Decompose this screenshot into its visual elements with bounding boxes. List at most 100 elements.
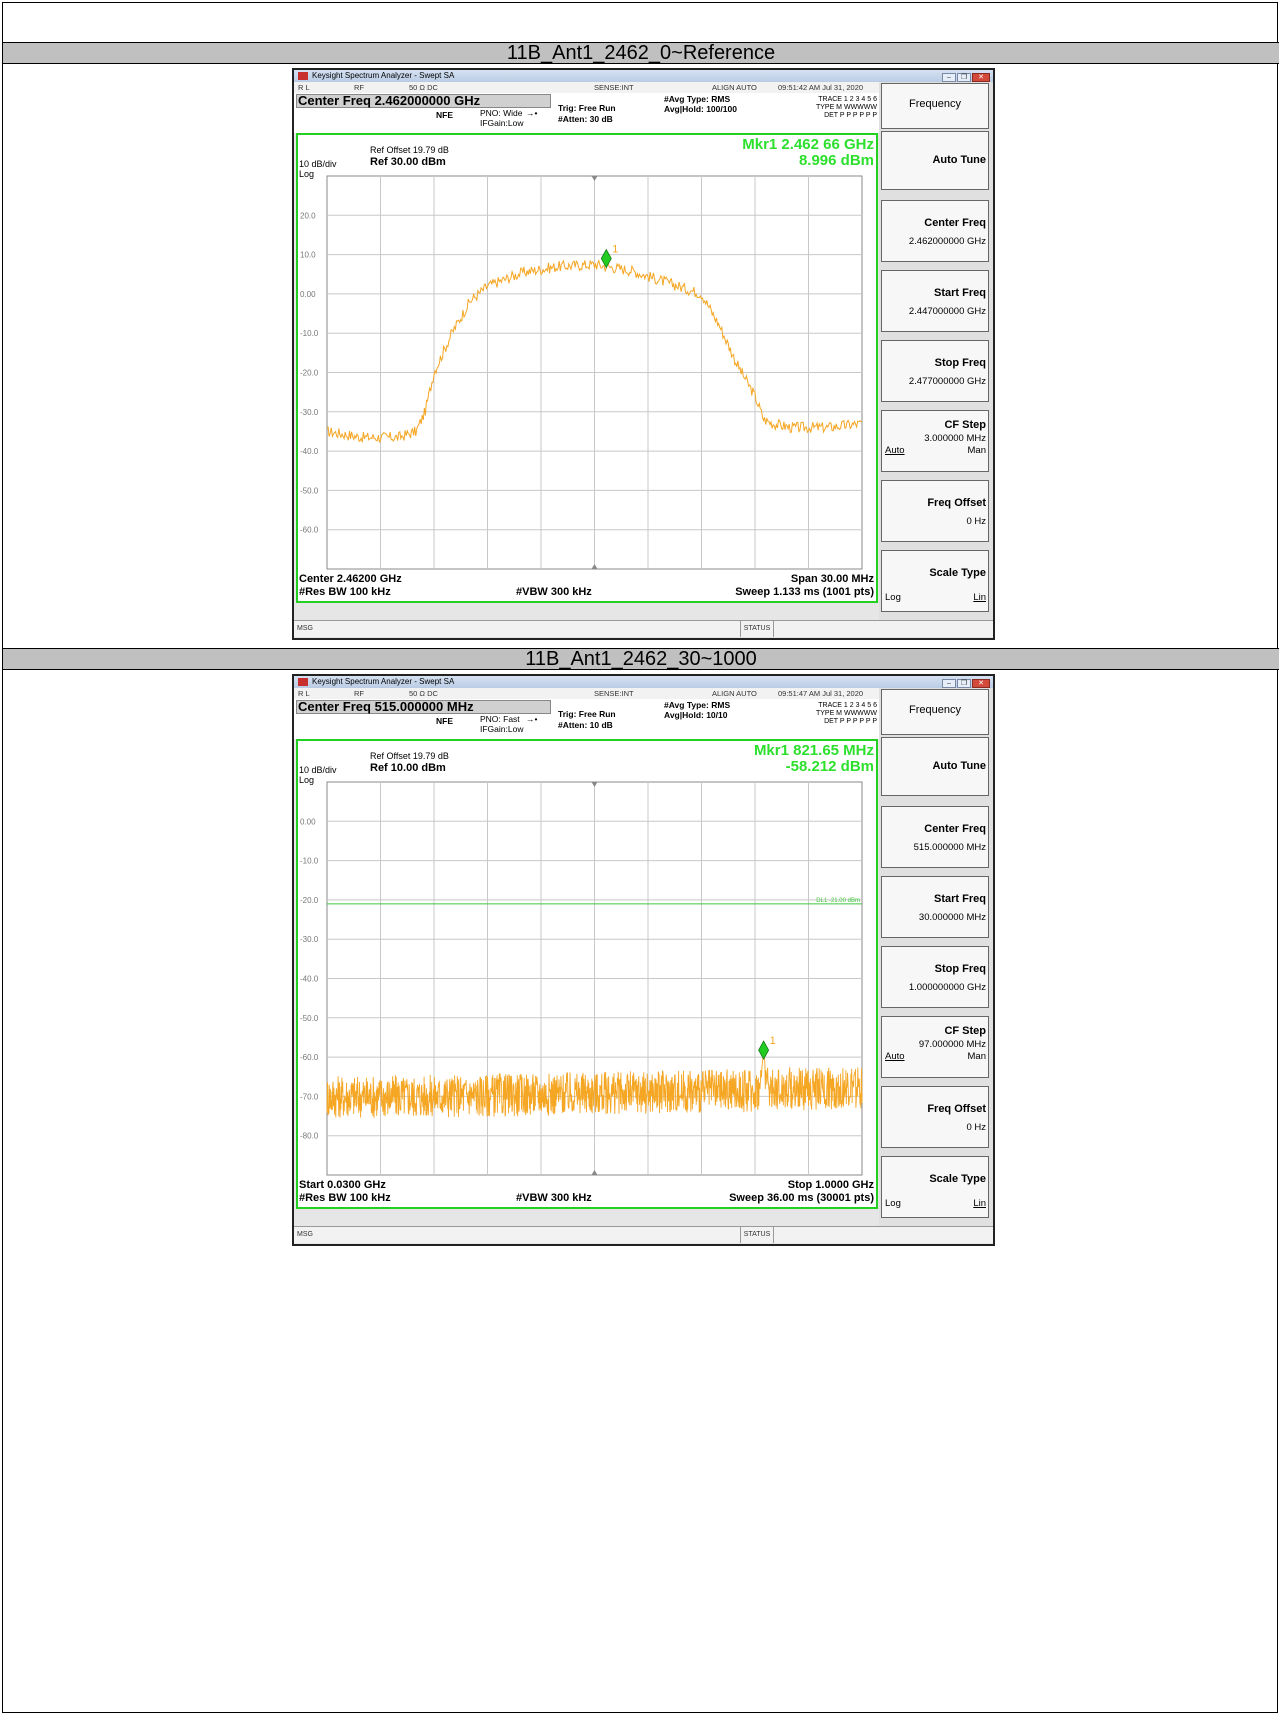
y-tick-label: -30.0 xyxy=(300,935,319,944)
restore-icon[interactable]: ❐ xyxy=(957,73,971,82)
scale-type-title: Scale Type xyxy=(929,567,986,579)
minimize-icon[interactable]: – xyxy=(942,679,956,688)
graph-panel-2: Ref Offset 19.79 dB 10 dB/div Ref 10.00 … xyxy=(296,739,878,1209)
scale-label: 10 dB/div xyxy=(299,765,337,775)
center-freq-readout[interactable]: Center Freq 2.462000000 GHz xyxy=(296,94,551,108)
softkey-center-freq[interactable]: Center Freq 515.000000 MHz xyxy=(881,806,989,868)
message-bar: MSG STATUS xyxy=(294,620,993,637)
ifgain-label: IFGain:Low xyxy=(480,724,524,734)
app-icon xyxy=(298,678,308,686)
ref-offset: Ref Offset 19.79 dB xyxy=(370,145,449,155)
cf-step-man[interactable]: Man xyxy=(967,445,986,456)
window-title: Keysight Spectrum Analyzer - Swept SA xyxy=(312,677,455,686)
footer-center: Center 2.46200 GHz xyxy=(299,573,402,585)
footer-sweep: Sweep 36.00 ms (30001 pts) xyxy=(729,1192,874,1204)
section-1-caption: 11B_Ant1_2462_0~Reference xyxy=(3,42,1279,64)
y-tick-label: -40.0 xyxy=(300,447,319,456)
scale-log[interactable]: Log xyxy=(885,1198,901,1209)
center-freq-title: Center Freq xyxy=(924,217,986,229)
y-tick-label: -30.0 xyxy=(300,408,319,417)
auto-tune-label: Auto Tune xyxy=(932,760,986,772)
det-row: DET P P P P P P xyxy=(824,112,877,119)
scale-type-title: Scale Type xyxy=(929,1173,986,1185)
trig-label: Trig: Free Run xyxy=(558,103,616,113)
section-2-caption: 11B_Ant1_2462_30~1000 xyxy=(3,648,1279,670)
softkey-cf-step[interactable]: CF Step 3.000000 MHz Auto Man xyxy=(881,410,989,472)
marker-amp: -58.212 dBm xyxy=(785,758,874,775)
ref-level: Ref 10.00 dBm xyxy=(370,762,446,774)
cf-step-auto[interactable]: Auto xyxy=(885,1051,905,1062)
footer-rbw: #Res BW 100 kHz xyxy=(299,1192,391,1204)
softkey-start-freq[interactable]: Start Freq 30.000000 MHz xyxy=(881,876,989,938)
message-bar: MSG STATUS xyxy=(294,1226,993,1243)
type-row: TYPE M WWWWW xyxy=(815,104,877,111)
softkey-auto-tune[interactable]: Auto Tune xyxy=(881,737,989,796)
center-freq-value: 515.000000 MHz xyxy=(913,842,986,853)
center-marker-top-icon xyxy=(591,782,598,787)
y-tick-label: 0.00 xyxy=(300,290,316,299)
scale-log[interactable]: Log xyxy=(885,592,901,603)
softkey-stop-freq[interactable]: Stop Freq 1.000000000 GHz xyxy=(881,946,989,1008)
softkey-cf-step[interactable]: CF Step 97.000000 MHz Auto Man xyxy=(881,1016,989,1078)
softkey-start-freq[interactable]: Start Freq 2.447000000 GHz xyxy=(881,270,989,332)
y-tick-label: -10.0 xyxy=(300,329,319,338)
marker-freq: Mkr1 821.65 MHz xyxy=(753,742,874,759)
ref-level: Ref 30.00 dBm xyxy=(370,156,446,168)
softkey-frequency[interactable]: Frequency xyxy=(881,83,989,129)
arrow-icon: →• xyxy=(526,714,538,724)
cf-step-auto[interactable]: Auto xyxy=(885,445,905,456)
close-icon[interactable]: ✕ xyxy=(972,679,990,688)
softkey-center-freq[interactable]: Center Freq 2.462000000 GHz xyxy=(881,200,989,262)
y-tick-label: -20.0 xyxy=(300,369,319,378)
y-tick-label: -60.0 xyxy=(300,526,319,535)
status-label: STATUS xyxy=(740,621,774,637)
softkey-panel-2: Frequency Auto Tune Center Freq 515.00000… xyxy=(879,688,993,1226)
minimize-icon[interactable]: – xyxy=(942,73,956,82)
scale-lin[interactable]: Lin xyxy=(973,1198,986,1209)
freq-offset-title: Freq Offset xyxy=(927,497,986,509)
type-row: TYPE M WWWWW xyxy=(815,710,877,717)
start-freq-value: 30.000000 MHz xyxy=(918,912,986,923)
footer-sweep: Sweep 1.133 ms (1001 pts) xyxy=(735,586,874,598)
trace-1-line xyxy=(326,259,863,444)
trace-row: TRACE 1 2 3 4 5 6 xyxy=(818,96,877,103)
footer-vbw: #VBW 300 kHz xyxy=(516,586,592,598)
impedance-label: 50 Ω DC xyxy=(409,689,438,698)
sense-label: SENSE:INT xyxy=(594,83,634,92)
cf-step-man[interactable]: Man xyxy=(967,1051,986,1062)
window-titlebar: Keysight Spectrum Analyzer - Swept SA – ❐… xyxy=(294,70,993,82)
window-title: Keysight Spectrum Analyzer - Swept SA xyxy=(312,71,455,80)
center-freq-value: 2.462000000 GHz xyxy=(908,236,986,247)
impedance-label: 50 Ω DC xyxy=(409,83,438,92)
msg-label: MSG xyxy=(297,625,313,632)
softkey-frequency[interactable]: Frequency xyxy=(881,689,989,735)
rl-label: R L xyxy=(298,83,310,92)
center-marker-bottom-icon xyxy=(591,564,598,569)
y-tick-label: 10.0 xyxy=(300,251,316,260)
y-tick-label: -40.0 xyxy=(300,975,319,984)
softkey-scale-type[interactable]: Scale Type Log Lin xyxy=(881,1156,989,1218)
restore-icon[interactable]: ❐ xyxy=(957,679,971,688)
nfe-label: NFE xyxy=(436,110,453,120)
freq-offset-title: Freq Offset xyxy=(927,1103,986,1115)
timestamp: 09:51:42 AM Jul 31, 2020 xyxy=(778,83,864,92)
softkey-stop-freq[interactable]: Stop Freq 2.477000000 GHz xyxy=(881,340,989,402)
close-icon[interactable]: ✕ xyxy=(972,73,990,82)
y-tick-label: -50.0 xyxy=(300,486,319,495)
scale-lin[interactable]: Lin xyxy=(973,592,986,603)
softkey-freq-offset[interactable]: Freq Offset 0 Hz xyxy=(881,1086,989,1148)
cf-step-title: CF Step xyxy=(944,419,986,431)
pno-label: PNO: Wide xyxy=(480,108,523,118)
y-tick-label: -20.0 xyxy=(300,896,319,905)
softkey-freq-offset[interactable]: Freq Offset 0 Hz xyxy=(881,480,989,542)
y-tick-label: -10.0 xyxy=(300,857,319,866)
atten-label: #Atten: 10 dB xyxy=(558,720,613,730)
softkey-scale-type[interactable]: Scale Type Log Lin xyxy=(881,550,989,612)
softkey-auto-tune[interactable]: Auto Tune xyxy=(881,131,989,190)
window-titlebar: Keysight Spectrum Analyzer - Swept SA – ❐… xyxy=(294,676,993,688)
spectrum-plot-2: 0.00 -10.0 -20.0 -30.0 -40.0 -50.0 -60.0 -70.0 -… xyxy=(300,781,863,1176)
msg-label: MSG xyxy=(297,1231,313,1238)
marker-freq: Mkr1 2.462 66 GHz xyxy=(742,136,874,153)
center-freq-readout[interactable]: Center Freq 515.000000 MHz xyxy=(296,700,551,714)
